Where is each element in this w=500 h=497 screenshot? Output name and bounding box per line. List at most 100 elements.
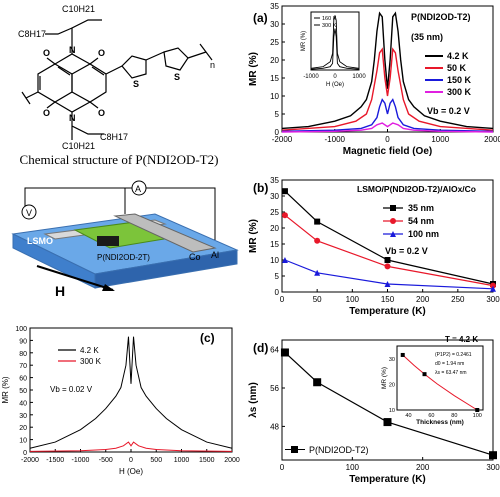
y-tick-label: 20 [270, 56, 279, 65]
lsmo-label: LSMO [27, 236, 53, 246]
legend-label: 300 K [447, 87, 472, 97]
legend-label: 150 K [447, 75, 472, 85]
x-tick-label: 300 [486, 463, 500, 472]
data-point [490, 282, 496, 289]
plot-frame [281, 179, 494, 293]
inset-legend-label: 160 K [322, 16, 337, 22]
inset-x-tick-label: 0 [333, 74, 337, 80]
inset-x-tick-label: 40 [405, 413, 411, 419]
y-axis-label: MR (%) [248, 52, 259, 86]
y-tick-label: 5 [275, 272, 280, 281]
inset-x-tick-label: -1000 [303, 74, 319, 80]
y-tick-label: 0 [275, 288, 280, 297]
svg-text:O: O [98, 48, 105, 58]
x-tick-label: -1500 [46, 457, 64, 464]
series-line-150K [281, 98, 494, 132]
series-line-4.2K [281, 11, 494, 130]
legend-label: 100 nm [408, 229, 439, 239]
x-tick-label: 0 [280, 295, 285, 304]
y-tick-label: 15 [270, 74, 279, 83]
svg-text:N: N [69, 45, 76, 55]
x-tick-label: 200 [416, 463, 430, 472]
series-line [284, 352, 494, 456]
inset-x-tick-label: 100 [473, 413, 482, 419]
repeat-n-label: n [210, 60, 215, 70]
x-tick-label: -1000 [72, 457, 90, 464]
y-tick-label: 64 [270, 346, 279, 355]
inset-series-line [310, 28, 360, 70]
x-tick-label: -2000 [272, 135, 293, 144]
inset-x-label: H (Oe) [326, 82, 344, 88]
series-line-54nm [284, 214, 494, 287]
inset-legend-label: 300 K [322, 23, 337, 29]
x-tick-label: 300 [486, 295, 500, 304]
y-tick-label: 20 [19, 425, 27, 432]
panel-label: (c) [200, 331, 215, 345]
y-tick-label: 15 [270, 240, 279, 249]
chart-title: P(NDI2OD-T2) [411, 12, 471, 22]
inset-x-label: Thickness (nm) [416, 419, 464, 426]
x-tick-label: -1000 [325, 135, 346, 144]
x-tick-label: 150 [381, 295, 395, 304]
x-axis-label: H (Oe) [119, 467, 143, 476]
inset-y-tick-label: 10 [389, 408, 395, 414]
inset-x-tick-label: 80 [451, 413, 457, 419]
x-tick-label: 1000 [174, 457, 190, 464]
chemical-structure: C10H21 C8H17 C8H17 C10H21 n O O O O N N S S [18, 4, 215, 150]
chart-panel-d: 0 100 200 300 48 56 64 Temperature (K) λs (nm) P(… [248, 335, 500, 485]
data-point [313, 378, 322, 387]
data-point [400, 352, 405, 357]
x-tick-label: 1000 [431, 135, 449, 144]
y-tick-label: 35 [270, 176, 279, 185]
co-label: Co [189, 252, 201, 262]
inset-y-tick-label: 20 [389, 382, 395, 388]
plot-frame [281, 339, 494, 461]
legend-label: P(NDI2OD-T2) [309, 445, 369, 455]
inset-y-tick-label: 30 [389, 357, 395, 363]
inset-x-tick-label: 60 [428, 413, 434, 419]
legend-label: 35 nm [408, 203, 434, 213]
bias-annotation: Vb = 0.2 V [427, 106, 470, 116]
x-tick-label: 100 [346, 463, 360, 472]
x-tick-label: 1500 [199, 457, 215, 464]
inset-frame [310, 11, 360, 71]
al-label: Al [211, 250, 219, 260]
data-point [280, 348, 289, 357]
data-point [384, 263, 391, 270]
data-point [314, 237, 321, 244]
inset-frame [396, 345, 484, 411]
data-point [390, 218, 396, 224]
device-schematic: V A LSMO P(NDI2OD-2T) Co Al STO H [11, 180, 239, 299]
legend-label: 54 nm [408, 216, 434, 226]
x-tick-label: 50 [313, 295, 322, 304]
ammeter-label: A [135, 184, 141, 194]
y-tick-label: 0 [275, 128, 280, 137]
x-tick-label: 0 [280, 463, 285, 472]
x-tick-label: 500 [150, 457, 162, 464]
x-tick-label: 0 [385, 135, 390, 144]
y-tick-label: 30 [270, 192, 279, 201]
y-tick-label: 25 [270, 38, 279, 47]
y-axis-label: λs (nm) [248, 382, 259, 418]
series-line-4.2K [29, 336, 233, 449]
c10h21-top-label: C10H21 [62, 4, 95, 14]
data-point [281, 257, 288, 263]
inset-title: T = 4.2 K [445, 335, 478, 344]
y-tick-label: 90 [19, 338, 27, 345]
data-point [422, 372, 427, 377]
bias-annotation: Vb = 0.2 V [385, 246, 428, 256]
y-tick-label: 0 [23, 450, 27, 457]
data-point [314, 218, 321, 225]
x-axis-label: Magnetic field (Oe) [343, 146, 432, 157]
x-tick-label: 200 [416, 295, 430, 304]
data-point [383, 418, 392, 427]
y-tick-label: 10 [270, 256, 279, 265]
x-tick-label: 2000 [224, 457, 240, 464]
y-tick-label: 100 [15, 326, 27, 333]
y-tick-label: 50 [19, 388, 27, 395]
data-point [281, 188, 288, 195]
y-tick-label: 5 [275, 110, 280, 119]
y-tick-label: 35 [270, 2, 279, 11]
x-tick-label: 250 [451, 295, 465, 304]
c8h17-bottom-label: C8H17 [100, 132, 128, 142]
